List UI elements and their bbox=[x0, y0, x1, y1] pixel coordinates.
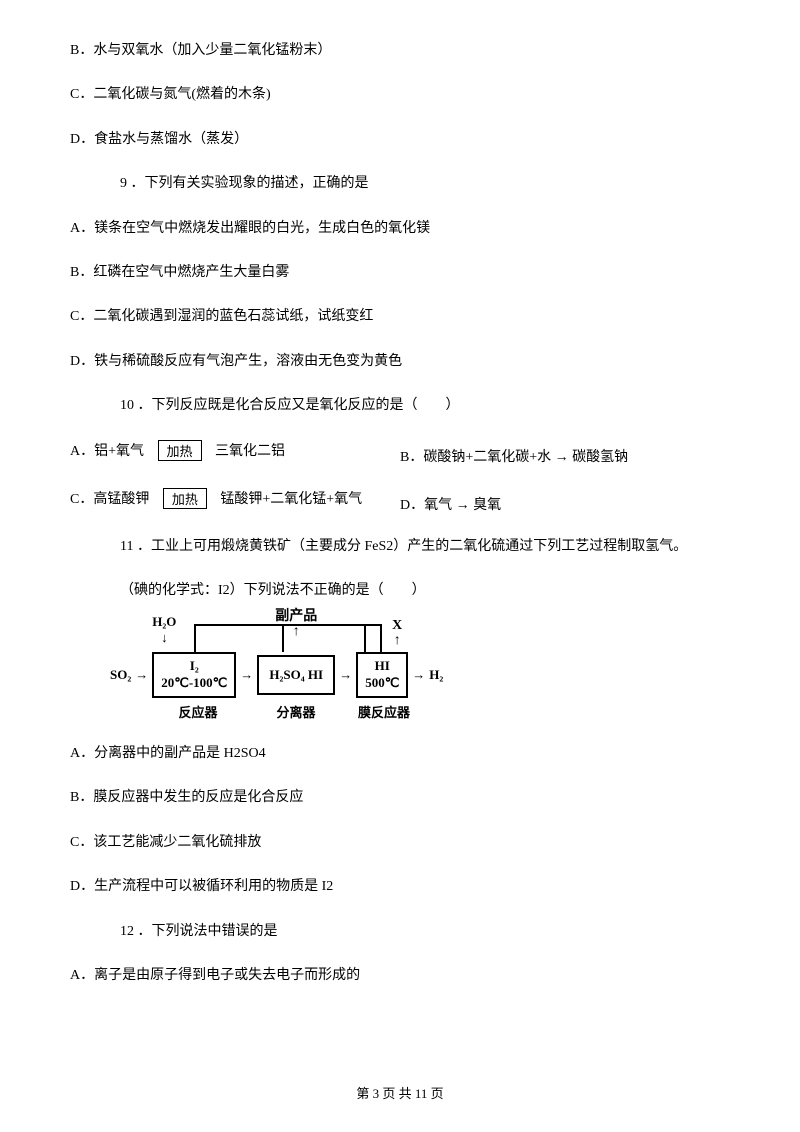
q9-option-d: D．铁与稀硫酸反应有气泡产生，溶液由无色变为黄色 bbox=[70, 351, 730, 373]
q9-option-a: A．镁条在空气中燃烧发出耀眼的白光，生成白色的氧化镁 bbox=[70, 218, 730, 240]
arrow-icon: → bbox=[236, 667, 257, 683]
q8-option-b: B．水与双氧水（加入少量二氧化锰粉末） bbox=[70, 40, 730, 62]
diagram-h2o: H₂O ↓ bbox=[152, 614, 176, 646]
arrow-icon: → bbox=[335, 667, 356, 683]
diagram-label-reactor: 反应器 bbox=[148, 702, 248, 721]
diagram-label-separator: 分离器 bbox=[248, 702, 344, 721]
q10-anno-a: 加热 bbox=[158, 440, 202, 461]
diagram-box-separator: H₂SO₄ HI bbox=[257, 655, 335, 695]
q11-diagram: SO₂ → H₂O ↓ I₂ 20℃-100℃ → 副产品 ↑ bbox=[110, 652, 730, 721]
q10-anno-c: 加热 bbox=[163, 488, 207, 509]
diagram-box-membrane: HI 500℃ bbox=[356, 652, 408, 698]
q9-stem: 9 ．下列有关实验现象的描述，正确的是 bbox=[120, 173, 730, 195]
arrow-icon: → bbox=[408, 667, 429, 683]
arrow-icon: → bbox=[131, 667, 152, 683]
q10-option-c-left: C．高锰酸钾 bbox=[70, 492, 149, 507]
q10-option-a-left: A．铝+氧气 bbox=[70, 444, 144, 459]
diagram-label-membrane: 膜反应器 bbox=[344, 702, 424, 721]
diagram-box-reactor: I₂ 20℃-100℃ bbox=[152, 652, 236, 698]
page-footer: 第 3 页 共 11 页 bbox=[0, 1083, 800, 1102]
diagram-h2: H₂ bbox=[429, 667, 443, 683]
q11-option-b: B．膜反应器中发生的反应是化合反应 bbox=[70, 787, 730, 809]
q10-row-ab: A．铝+氧气 加热 三氧化二铝 B．碳酸钠+二氧化碳+水 → 碳酸氢钠 bbox=[70, 440, 730, 466]
q10-option-a-right: 三氧化二铝 bbox=[215, 444, 285, 459]
q10-option-b: B．碳酸钠+二氧化碳+水 → 碳酸氢钠 bbox=[400, 450, 628, 465]
q11-stem: 11 ．工业上可用煅烧黄铁矿（主要成分 FeS2）产生的二氧化硫通过下列工艺过程… bbox=[120, 536, 730, 558]
q8-option-c: C．二氧化碳与氮气(燃着的木条) bbox=[70, 84, 730, 106]
q10-row-cd: C．高锰酸钾 加热 锰酸钾+二氧化锰+氧气 D．氧气 → 臭氧 bbox=[70, 488, 730, 514]
q10-option-d: D．氧气 → 臭氧 bbox=[400, 498, 501, 513]
q9-option-b: B．红磷在空气中燃烧产生大量白雾 bbox=[70, 262, 730, 284]
q11-note: （碘的化学式：I2）下列说法不正确的是（ ） bbox=[120, 580, 730, 602]
q11-option-d: D．生产流程中可以被循环利用的物质是 I2 bbox=[70, 876, 730, 898]
diagram-so2: SO₂ bbox=[110, 667, 131, 683]
q10-stem: 10 ．下列反应既是化合反应又是氧化反应的是（ ） bbox=[120, 395, 730, 417]
q11-option-a: A．分离器中的副产品是 H2SO4 bbox=[70, 743, 730, 765]
q12-stem: 12 ．下列说法中错误的是 bbox=[120, 921, 730, 943]
q8-option-d: D．食盐水与蒸馏水（蒸发） bbox=[70, 129, 730, 151]
q10-option-c-right: 锰酸钾+二氧化锰+氧气 bbox=[220, 492, 362, 507]
diagram-x: X ↑ bbox=[392, 618, 402, 648]
diagram-top-line-2 bbox=[282, 624, 382, 652]
q12-option-a: A．离子是由原子得到电子或失去电子而形成的 bbox=[70, 965, 730, 987]
q11-option-c: C．该工艺能减少二氧化硫排放 bbox=[70, 832, 730, 854]
q9-option-c: C．二氧化碳遇到湿润的蓝色石蕊试纸，试纸变红 bbox=[70, 306, 730, 328]
